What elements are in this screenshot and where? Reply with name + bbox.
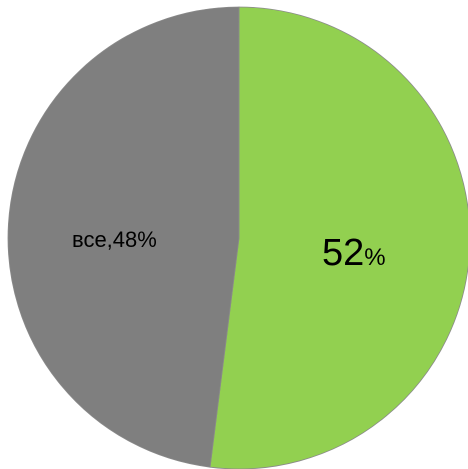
data-label-52-value: 52 bbox=[322, 232, 364, 274]
data-label-52: 52% bbox=[322, 232, 386, 274]
data-label-vse: все,48% bbox=[72, 227, 157, 252]
data-label-52-unit: % bbox=[364, 244, 385, 271]
pie-slice-vse bbox=[7, 6, 240, 468]
pie-slice-52 bbox=[209, 6, 468, 469]
